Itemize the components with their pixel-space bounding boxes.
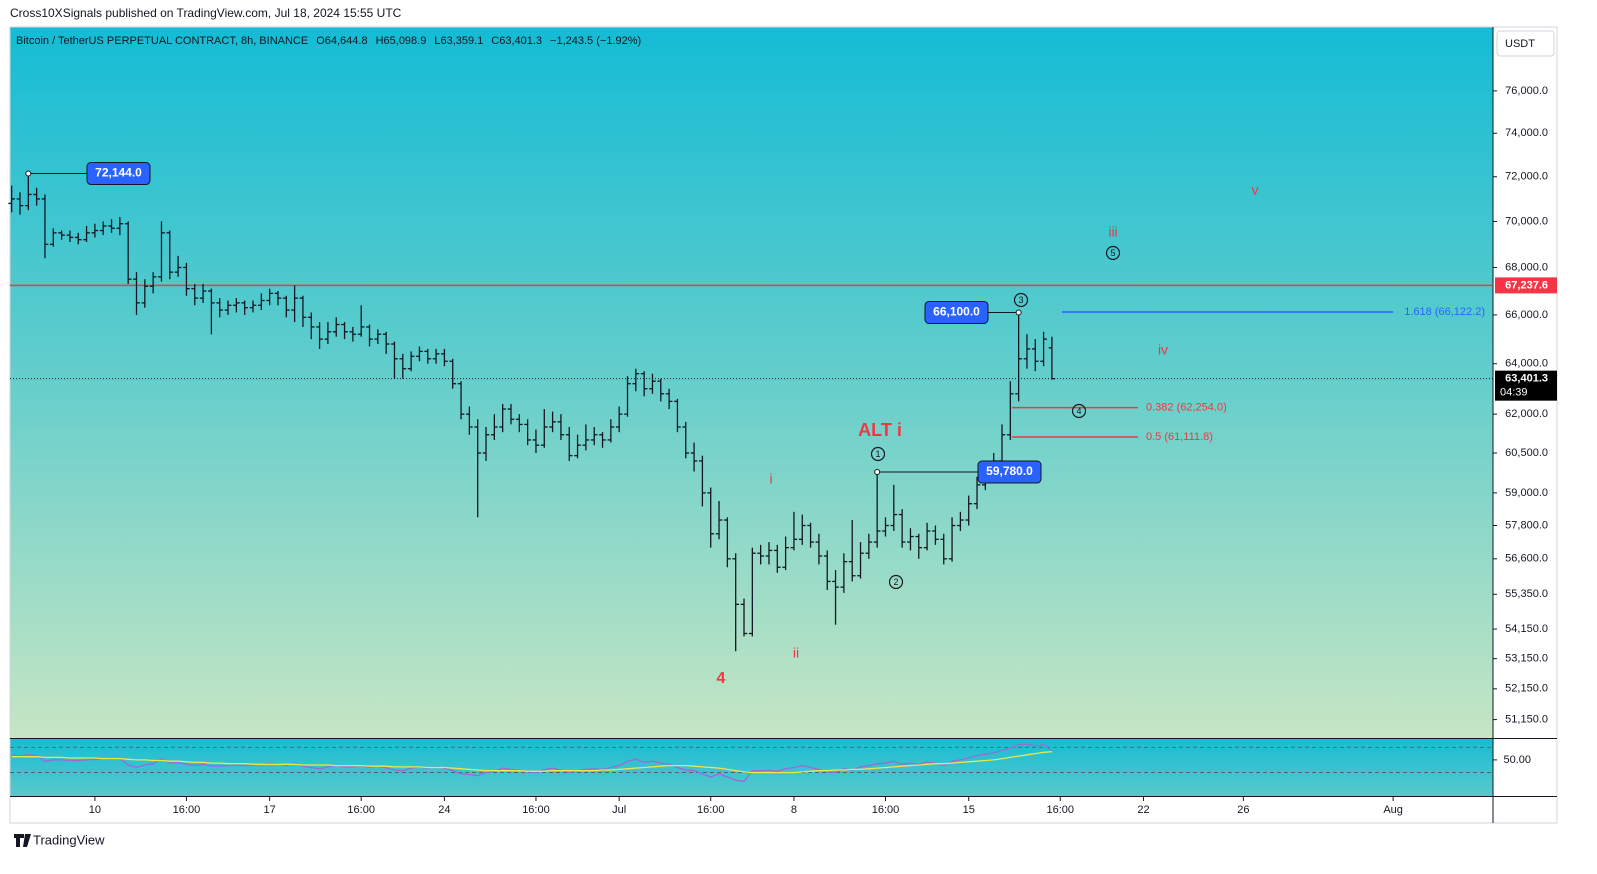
logo	[14, 834, 31, 847]
y-tick-label: 56,600.0	[1505, 553, 1548, 565]
price-mark-dot	[1015, 309, 1022, 316]
last-price-label: 63,401.3	[1505, 373, 1548, 385]
ohlc-info: −1,243.5 (−1.92%)	[550, 35, 641, 47]
x-tick-label: 8	[791, 804, 797, 816]
wave-label: iii	[1108, 224, 1117, 240]
y-tick-label: 74,000.0	[1505, 127, 1548, 139]
wave-label: i	[769, 471, 772, 487]
indicator-line	[11, 743, 1053, 783]
wave-number: 4	[1076, 406, 1081, 416]
x-tick-label: 22	[1137, 804, 1149, 816]
x-tick-label: 17	[264, 804, 276, 816]
x-tick-label: 24	[438, 804, 450, 816]
x-tick-label: 16:00	[697, 804, 725, 816]
y-tick-label: 64,000.0	[1505, 358, 1548, 370]
y-tick-label: 52,150.0	[1505, 683, 1548, 695]
footer: TradingView	[33, 832, 105, 847]
y-tick-label: 62,000.0	[1505, 408, 1548, 420]
price-mark-label: 59,780.0	[986, 464, 1033, 478]
x-tick-label: 16:00	[173, 804, 201, 816]
y-tick-label: 51,150.0	[1505, 713, 1548, 725]
wave-label: iv	[1158, 342, 1168, 358]
y-tick-label: 55,350.0	[1505, 588, 1548, 600]
price-mark-box	[977, 460, 1042, 484]
x-tick-label: Aug	[1383, 804, 1403, 816]
price-mark-dot	[25, 170, 32, 177]
level-label: 67,237.6	[1505, 279, 1548, 291]
x-tick-label: Jul	[612, 804, 626, 816]
indicator-pane	[10, 739, 1493, 796]
symbol-title: Bitcoin / TetherUS PERPETUAL CONTRACT, 8…	[16, 35, 308, 47]
wave-circle	[1013, 292, 1029, 308]
ohlc-info: C63,401.3	[491, 35, 542, 47]
price-mark-box	[924, 300, 989, 324]
ohlc-info: L63,359.1	[434, 35, 483, 47]
y-tick-label: 66,000.0	[1505, 309, 1548, 321]
y-tick-label: 59,000.0	[1505, 487, 1548, 499]
indicator-tick-label: 50.00	[1503, 754, 1531, 766]
countdown: 04:39	[1500, 387, 1528, 399]
currency[interactable]: USDT	[1505, 38, 1535, 50]
x-tick-label: 16:00	[872, 804, 900, 816]
y-tick-label: 60,500.0	[1505, 447, 1548, 459]
fib-label: 0.5 (61,111.8)	[1146, 431, 1213, 443]
currency-button[interactable]	[1496, 30, 1555, 57]
wave-label: ALT i	[858, 420, 902, 440]
y-tick-label: 76,000.0	[1505, 85, 1548, 97]
x-tick-label: 26	[1237, 804, 1249, 816]
header: Cross10XSignals published on TradingView…	[10, 6, 402, 20]
y-tick-label: 70,000.0	[1505, 215, 1548, 227]
x-tick-label: 16:00	[1046, 804, 1074, 816]
wave-label: ii	[793, 645, 799, 661]
ohlc-info: O64,644.8	[316, 35, 367, 47]
wave-number: 3	[1018, 295, 1023, 305]
y-tick-label: 57,800.0	[1505, 519, 1548, 531]
wave-label: 4	[717, 670, 726, 687]
y-tick-label: 68,000.0	[1505, 261, 1548, 273]
level-label-box	[1495, 277, 1557, 294]
wave-label: v	[1252, 182, 1259, 198]
wave-number: 2	[893, 577, 898, 587]
wave-circle	[1071, 403, 1087, 419]
x-tick-label: 15	[963, 804, 975, 816]
wave-number: 5	[1110, 248, 1115, 258]
indicator-line	[11, 751, 1052, 774]
ohlc-info: H65,098.9	[376, 35, 427, 47]
x-tick-label: 10	[89, 804, 101, 816]
fib-label: 0.382 (62,254.0)	[1146, 402, 1227, 414]
y-tick-label: 53,150.0	[1505, 653, 1548, 665]
price-mark-box	[86, 162, 151, 186]
fib-label: 1.618 (66,122.2)	[1404, 306, 1485, 318]
x-tick-label: 16:00	[347, 804, 375, 816]
price-mark-label: 66,100.0	[933, 305, 980, 319]
wave-circle	[870, 446, 886, 462]
price-pane	[10, 27, 1493, 738]
last-price-box	[1495, 370, 1557, 401]
y-tick-label: 54,150.0	[1505, 623, 1548, 635]
price-mark-dot	[874, 469, 881, 476]
symbol-info: Bitcoin / TetherUS PERPETUAL CONTRACT, 8…	[16, 35, 641, 47]
y-tick-label: 72,000.0	[1505, 171, 1548, 183]
frame	[9, 26, 1558, 824]
wave-circle	[1105, 245, 1121, 261]
wave-circle	[888, 574, 904, 590]
x-tick-label: 16:00	[522, 804, 550, 816]
wave-number: 1	[875, 449, 880, 459]
price-mark-label: 72,144.0	[95, 166, 142, 180]
